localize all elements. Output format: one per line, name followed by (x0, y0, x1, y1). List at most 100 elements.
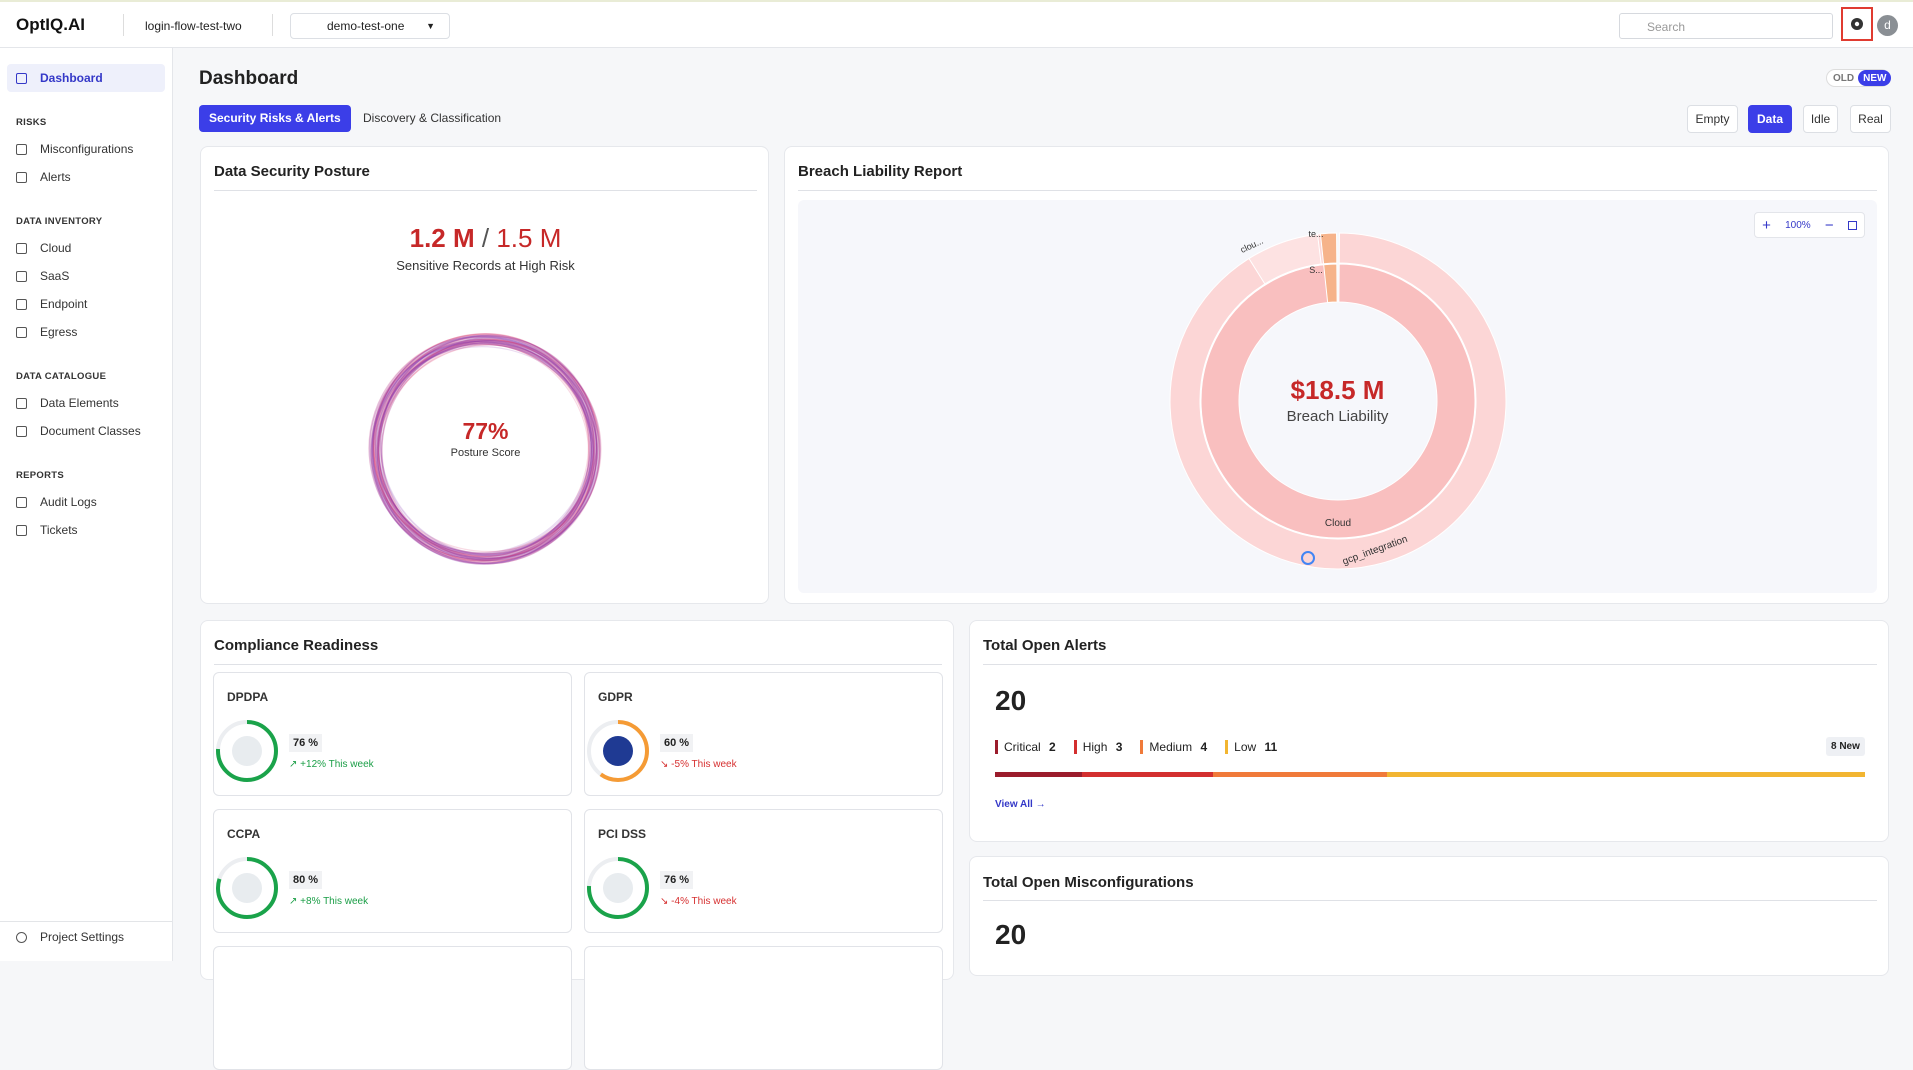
nav-icon (16, 496, 27, 508)
nav-section-title: REPORTS (16, 470, 65, 481)
nav-item[interactable]: Project Settings (7, 923, 167, 951)
orb-line (376, 342, 601, 560)
nav-item[interactable]: Egress (7, 318, 165, 346)
orb-line (378, 342, 596, 563)
search-placeholder: Search (1647, 20, 1686, 34)
compliance-item (584, 946, 943, 1070)
zoom-out[interactable]: − (1824, 216, 1834, 234)
settings-button[interactable] (1841, 7, 1873, 41)
alert-total: 20 (995, 685, 1027, 716)
nav-section-title: RISKS (16, 117, 47, 128)
orb-line (375, 340, 590, 564)
change-label: -4% This week (671, 896, 737, 907)
orb-line (372, 340, 595, 565)
orb-line (378, 343, 597, 562)
orb-line (371, 339, 591, 559)
version-toggle[interactable]: OLD NEW (1826, 69, 1892, 87)
readiness-value: 76 % (289, 734, 323, 752)
compliance-item[interactable]: GDPR 60 % ↘ -5% This week (584, 672, 943, 796)
orb-line (371, 340, 595, 565)
mode-button[interactable]: Real (1850, 105, 1891, 133)
nav-section-title: DATA CATALOGUE (16, 371, 107, 382)
nav-icon (16, 171, 27, 183)
orb-line (371, 335, 593, 558)
view-all-link[interactable]: View All → (995, 799, 1046, 810)
ring-value (216, 720, 278, 782)
sidebar: Dashboard RISKS Misconfigurations Alerts DAT… (0, 48, 173, 961)
mode-button[interactable]: Idle (1803, 105, 1838, 133)
orb-line (368, 334, 595, 560)
tab[interactable]: Discovery & Classification (363, 111, 502, 125)
divider (0, 921, 172, 922)
nav-item[interactable]: Alerts (7, 163, 165, 191)
level-name: Critical (1004, 740, 1041, 754)
mode-button[interactable]: Empty (1687, 105, 1738, 133)
framework-logo (603, 736, 633, 766)
readiness-value: 76 % (660, 871, 694, 889)
trend-icon: ↗ (289, 759, 301, 770)
alert-level: Medium 4 (1140, 740, 1207, 754)
mode-button[interactable]: Data (1748, 105, 1792, 133)
tab[interactable]: Security Risks & Alerts (199, 105, 351, 132)
framework-name: DPDPA (227, 690, 269, 704)
nav-label: Data Elements (40, 396, 119, 410)
divider (214, 664, 942, 665)
ring-value (587, 720, 649, 782)
orb-line (381, 336, 597, 561)
orb-line (370, 344, 594, 560)
compliance-item[interactable]: PCI DSS 76 % ↘ -4% This week (584, 809, 943, 933)
compliance-item[interactable]: DPDPA 76 % ↗ +12% This week (213, 672, 572, 796)
readiness-ring (587, 857, 649, 919)
framework-logo (232, 873, 262, 903)
logo[interactable]: OptIQ.AI (16, 15, 85, 34)
nav-item[interactable]: Data Elements (7, 389, 165, 417)
compliance-card: Compliance Readiness DPDPA 76 % ↗ +12% This… (200, 620, 954, 1070)
nav-item[interactable]: Misconfigurations (7, 135, 165, 163)
change-label: +8% This week (300, 896, 369, 907)
orb-line (375, 335, 595, 555)
nav-item[interactable]: Document Classes (7, 417, 165, 445)
trend-icon: ↘ (660, 759, 672, 770)
nav-item[interactable]: Dashboard (7, 64, 165, 92)
org-name[interactable]: login-flow-test-two (145, 19, 242, 33)
breach-label: Breach Liability (1286, 408, 1389, 425)
nav-item[interactable]: Cloud (7, 234, 165, 262)
project-select[interactable]: demo-test-one ▼ (290, 13, 450, 39)
zoom-in[interactable]: + (1762, 216, 1771, 234)
nav-icon (16, 242, 27, 254)
compliance-item[interactable]: CCPA 80 % ↗ +8% This week (213, 809, 572, 933)
nav-item[interactable]: Audit Logs (7, 488, 165, 516)
orb-line (371, 336, 593, 556)
subtitle: Sensitive Records at High Risk (396, 258, 575, 273)
change-label: -5% This week (671, 759, 737, 770)
level-name: High (1082, 740, 1108, 754)
alert-bar-segment (1212, 772, 1387, 777)
fullscreen[interactable] (1847, 220, 1857, 230)
nav-label: Alerts (40, 170, 71, 184)
readiness-ring (216, 720, 278, 782)
nav-item[interactable]: Endpoint (7, 290, 165, 318)
orb-line (375, 337, 592, 554)
divider (983, 664, 1877, 665)
segment-label: te... (1308, 229, 1323, 239)
orb-line (371, 340, 592, 555)
avatar[interactable]: d (1877, 15, 1898, 36)
orb-line (376, 338, 602, 562)
search-box[interactable]: Search (1619, 13, 1833, 39)
score: 77% (462, 418, 509, 444)
divider (272, 14, 273, 36)
orb-line (372, 338, 593, 565)
orb-line (377, 338, 601, 562)
orb-line (377, 339, 601, 558)
orb-line (368, 336, 594, 562)
orb-line (374, 335, 593, 556)
orb-line (372, 334, 590, 562)
orb-line (376, 340, 598, 565)
orb-line (378, 334, 594, 556)
nav-item[interactable]: Tickets (7, 516, 165, 544)
nav-item[interactable]: SaaS (7, 262, 165, 290)
nav-label: Endpoint (40, 297, 88, 311)
card-title: Breach Liability Report (798, 163, 963, 180)
orb-line (379, 333, 598, 561)
